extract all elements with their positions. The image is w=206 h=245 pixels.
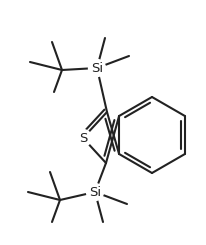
Circle shape: [75, 130, 91, 147]
Text: Si: Si: [91, 61, 103, 74]
Circle shape: [89, 60, 105, 76]
Circle shape: [87, 184, 103, 200]
Text: S: S: [79, 132, 87, 145]
Text: Si: Si: [89, 185, 101, 198]
